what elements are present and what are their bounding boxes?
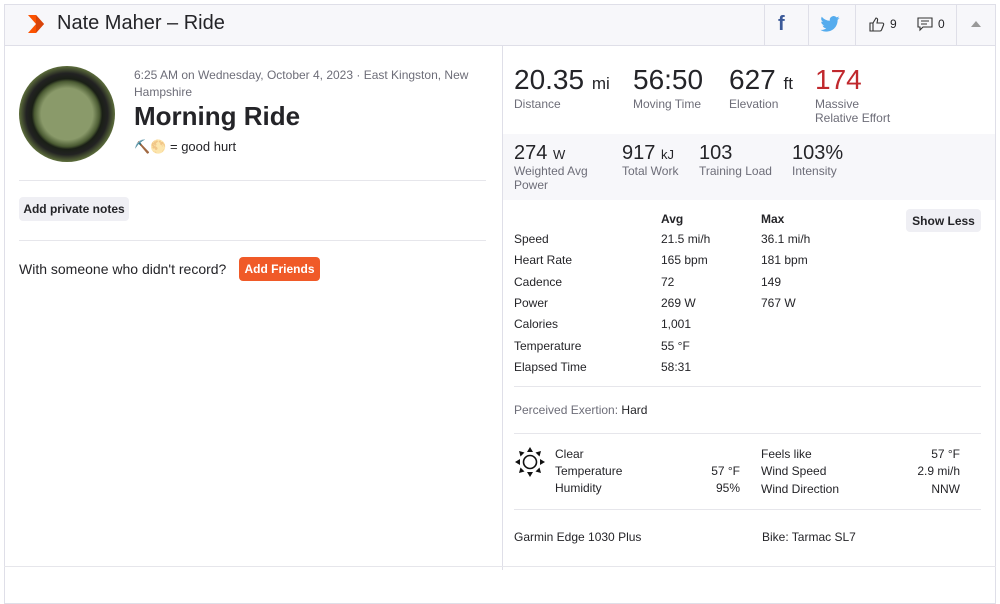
activity-description: ⛏️🌕 = good hurt: [134, 139, 237, 154]
activity-name: Morning Ride: [134, 101, 301, 131]
stat-label: Massive Relative Effort: [815, 97, 891, 125]
table-row-max: 149: [761, 274, 782, 289]
table-row-label: Cadence: [514, 274, 563, 289]
secondary-stat-label: Intensity: [792, 164, 837, 178]
stat-value: 20.35 mi: [514, 64, 610, 95]
secondary-stat-label: Training Load: [699, 164, 772, 178]
device-name: Garmin Edge 1030 Plus: [514, 530, 642, 544]
table-row-avg: 58:31: [661, 359, 692, 374]
secondary-stat-value: 103%: [792, 142, 844, 164]
kudos-button[interactable]: 9: [869, 16, 897, 32]
comment-button[interactable]: 0: [917, 16, 945, 32]
max-header: Max: [761, 212, 785, 226]
weather-value: NNW: [931, 481, 960, 496]
stat-unit: kJ: [660, 147, 674, 162]
weather-value: 95%: [715, 481, 740, 496]
caret-up-icon[interactable]: [971, 21, 981, 27]
table-row-max: 767 W: [761, 295, 796, 310]
comment-count: 0: [938, 17, 945, 31]
weather-label: Feels like: [761, 447, 812, 461]
table-row-avg: 269 W: [661, 295, 696, 310]
stat-unit: mi: [591, 74, 610, 93]
secondary-stat-value: 917 kJ: [622, 142, 674, 164]
stat-unit: W: [552, 147, 566, 162]
table-row-avg: 55 °F: [661, 338, 690, 353]
stat-value: 174: [815, 64, 862, 95]
weather-condition: Clear: [555, 447, 584, 461]
secondary-stat-value: 103: [699, 142, 733, 164]
weather-value: 57 °F: [931, 447, 960, 461]
avg-header: Avg: [661, 212, 684, 226]
table-row-avg: 165 bpm: [661, 253, 708, 268]
stat-value: 56:50: [633, 64, 704, 95]
stat-label: Moving Time: [633, 97, 702, 111]
add-friends-button[interactable]: Add Friends: [239, 257, 320, 281]
table-row-avg: 72: [661, 274, 675, 289]
avatar[interactable]: [19, 66, 115, 162]
weather-label: Wind Speed: [761, 464, 827, 479]
thumbs-up-icon: [869, 17, 885, 32]
add-private-notes-button[interactable]: Add private notes: [19, 197, 129, 221]
table-row-avg: 21.5 mi/h: [661, 232, 711, 246]
weather-value: 57 °F: [711, 464, 740, 478]
table-row-label: Temperature: [514, 338, 582, 353]
secondary-stat-label: Total Work: [622, 164, 679, 178]
table-row-max: 36.1 mi/h: [761, 232, 811, 246]
table-row-max: 181 bpm: [761, 253, 808, 268]
secondary-stat-label: Weighted Avg Power: [514, 164, 588, 192]
weather-value: 2.9 mi/h: [917, 464, 960, 479]
comment-icon: [917, 17, 933, 32]
table-row-label: Heart Rate: [514, 253, 573, 268]
table-row-avg: 1,001: [661, 317, 692, 332]
facebook-icon[interactable]: f: [778, 13, 785, 35]
weather-label: Temperature: [555, 464, 623, 478]
perceived-exertion: Perceived Exertion: Hard: [514, 403, 648, 417]
table-row-label: Calories: [514, 317, 559, 332]
stat-label: Elevation: [729, 97, 779, 111]
table-row-label: Elapsed Time: [514, 359, 587, 374]
stat-label: Distance: [514, 97, 561, 111]
secondary-stat-value: 274 W: [514, 142, 566, 164]
weather-label: Humidity: [555, 481, 602, 496]
stat-unit: ft: [783, 74, 793, 93]
sun-icon: [515, 447, 545, 477]
kudos-count: 9: [890, 17, 897, 31]
twitter-icon[interactable]: [820, 16, 840, 32]
bike-name: Bike: Tarmac SL7: [762, 530, 856, 544]
stat-value: 627 ft: [729, 64, 793, 95]
weather-label: Wind Direction: [761, 481, 840, 496]
with-someone-text: With someone who didn't record?: [19, 261, 227, 277]
activity-datetime-location: 6:25 AM on Wednesday, October 4, 2023 · …: [134, 68, 469, 99]
strava-chevron-icon: [28, 15, 44, 33]
page-title: Nate Maher – Ride: [57, 12, 225, 34]
table-row-label: Speed: [514, 232, 549, 246]
show-less-button[interactable]: Show Less: [906, 209, 981, 232]
table-row-label: Power: [514, 295, 549, 310]
